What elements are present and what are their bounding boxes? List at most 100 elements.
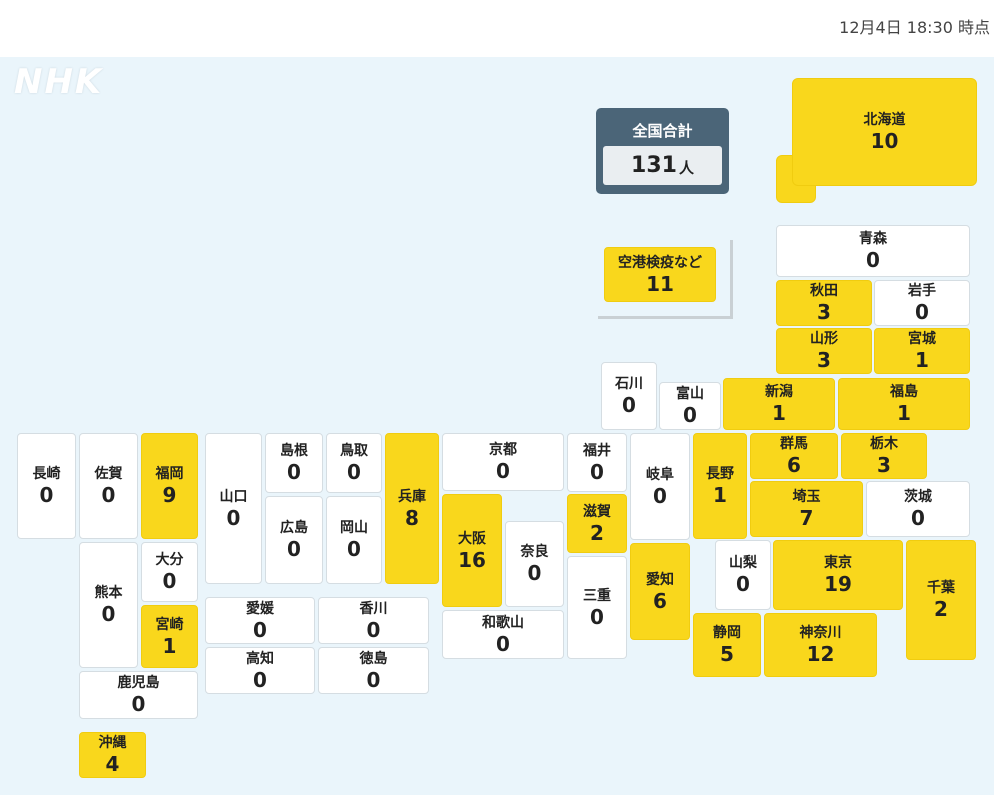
prefecture-name: 佐賀: [94, 466, 123, 482]
prefecture-ehime[interactable]: 愛媛 0: [205, 597, 315, 644]
prefecture-count: 3: [817, 300, 831, 324]
prefecture-yamagata[interactable]: 山形 3: [776, 328, 872, 374]
prefecture-gifu[interactable]: 岐阜 0: [630, 433, 690, 540]
airport-shadow: [598, 240, 733, 319]
prefecture-name: 滋賀: [583, 503, 611, 520]
prefecture-name: 茨城: [904, 489, 932, 505]
prefecture-count: 1: [772, 401, 786, 425]
prefecture-count: 1: [915, 348, 929, 372]
prefecture-name: 奈良: [520, 544, 549, 560]
prefecture-count: 1: [162, 633, 177, 658]
prefecture-name: 青森: [859, 231, 887, 247]
prefecture-name: 三重: [583, 587, 611, 604]
prefecture-tochigi[interactable]: 栃木 3: [841, 433, 927, 479]
prefecture-count: 0: [496, 631, 510, 656]
prefecture-name: 静岡: [713, 625, 741, 641]
prefecture-name: 千葉: [927, 580, 955, 596]
prefecture-name: 福島: [890, 384, 918, 400]
prefecture-okinawa[interactable]: 沖縄 4: [79, 732, 146, 778]
prefecture-gunma[interactable]: 群馬 6: [750, 433, 838, 479]
prefecture-count: 4: [105, 752, 120, 776]
prefecture-chiba[interactable]: 千葉 2: [906, 540, 976, 660]
prefecture-aomori[interactable]: 青森 0: [776, 225, 970, 277]
prefecture-count: 16: [458, 547, 486, 572]
prefecture-airport[interactable]: 空港検疫など 11: [604, 247, 716, 302]
prefecture-count: 0: [253, 617, 267, 642]
prefecture-kochi[interactable]: 高知 0: [205, 647, 315, 694]
prefecture-fukushima[interactable]: 福島 1: [838, 378, 970, 430]
prefecture-count: 0: [39, 483, 54, 507]
prefecture-name: 埼玉: [792, 489, 821, 505]
prefecture-fukui[interactable]: 福井 0: [567, 433, 627, 492]
prefecture-shimane[interactable]: 島根 0: [265, 433, 323, 493]
prefecture-nagasaki[interactable]: 長崎 0: [17, 433, 76, 539]
prefecture-ishikawa[interactable]: 石川 0: [601, 362, 657, 430]
nhk-logo: NHK: [14, 62, 104, 102]
prefecture-mie[interactable]: 三重 0: [567, 556, 627, 659]
prefecture-kyoto[interactable]: 京都 0: [442, 433, 564, 491]
prefecture-name: 広島: [280, 520, 308, 536]
prefecture-niigata[interactable]: 新潟 1: [723, 378, 835, 430]
prefecture-hiroshima[interactable]: 広島 0: [265, 496, 323, 584]
prefecture-name: 鳥取: [340, 443, 368, 459]
prefecture-name: 群馬: [780, 436, 808, 452]
prefecture-count: 0: [226, 505, 241, 530]
prefecture-name: 石川: [615, 376, 643, 392]
prefecture-miyazaki[interactable]: 宮崎 1: [141, 605, 198, 668]
timestamp: 12月4日 18:30 時点: [839, 18, 990, 37]
prefecture-name: 大分: [155, 552, 184, 568]
prefecture-toyama[interactable]: 富山 0: [659, 382, 721, 430]
prefecture-hyogo[interactable]: 兵庫 8: [385, 433, 439, 584]
prefecture-shizuoka[interactable]: 静岡 5: [693, 613, 761, 677]
prefecture-name: 栃木: [870, 436, 898, 452]
prefecture-kanagawa[interactable]: 神奈川 12: [764, 613, 877, 677]
prefecture-miyagi[interactable]: 宮城 1: [874, 328, 970, 374]
prefecture-wakayama[interactable]: 和歌山 0: [442, 610, 564, 659]
prefecture-name: 愛知: [646, 571, 674, 588]
prefecture-count: 0: [287, 460, 301, 484]
prefecture-kumamoto[interactable]: 熊本 0: [79, 542, 138, 668]
prefecture-name: 徳島: [359, 650, 388, 667]
prefecture-yamanashi[interactable]: 山梨 0: [715, 540, 771, 610]
prefecture-count: 1: [713, 483, 727, 507]
prefecture-count: 8: [405, 505, 419, 530]
prefecture-count: 6: [653, 588, 667, 613]
prefecture-osaka[interactable]: 大阪 16: [442, 494, 502, 607]
prefecture-shiga[interactable]: 滋賀 2: [567, 494, 627, 553]
prefecture-name: 山形: [810, 331, 838, 347]
prefecture-aichi[interactable]: 愛知 6: [630, 543, 690, 640]
prefecture-hokkaido[interactable]: 北海道 10: [792, 78, 977, 186]
prefecture-nagano[interactable]: 長野 1: [693, 433, 747, 539]
national-total-value: 131: [631, 153, 677, 178]
prefecture-count: 0: [736, 572, 750, 596]
prefecture-count: 10: [870, 129, 899, 153]
prefecture-name: 京都: [489, 442, 517, 458]
prefecture-fukuoka[interactable]: 福岡 9: [141, 433, 198, 539]
prefecture-saitama[interactable]: 埼玉 7: [750, 481, 863, 537]
prefecture-name: 沖縄: [98, 735, 127, 751]
national-total-box: 131 人: [603, 146, 722, 185]
prefecture-oita[interactable]: 大分 0: [141, 542, 198, 602]
prefecture-kagoshima[interactable]: 鹿児島 0: [79, 671, 198, 719]
prefecture-iwate[interactable]: 岩手 0: [874, 280, 970, 326]
prefecture-count: 19: [824, 572, 852, 596]
prefecture-count: 0: [347, 460, 361, 484]
prefecture-tokyo[interactable]: 東京 19: [773, 540, 903, 610]
prefecture-saga[interactable]: 佐賀 0: [79, 433, 138, 539]
prefecture-name: 新潟: [765, 384, 793, 400]
prefecture-ibaraki[interactable]: 茨城 0: [866, 481, 970, 537]
prefecture-tokushima[interactable]: 徳島 0: [318, 647, 429, 694]
prefecture-count: 3: [817, 348, 831, 372]
prefecture-name: 秋田: [810, 283, 838, 299]
prefecture-nara[interactable]: 奈良 0: [505, 521, 564, 607]
prefecture-okayama[interactable]: 岡山 0: [326, 496, 382, 584]
prefecture-tottori[interactable]: 鳥取 0: [326, 433, 382, 493]
prefecture-count: 0: [653, 483, 667, 508]
prefecture-kagawa[interactable]: 香川 0: [318, 597, 429, 644]
prefecture-count: 7: [799, 506, 814, 530]
prefecture-count: 2: [590, 520, 604, 545]
prefecture-akita[interactable]: 秋田 3: [776, 280, 872, 326]
prefecture-yamaguchi[interactable]: 山口 0: [205, 433, 262, 584]
prefecture-count: 0: [287, 537, 301, 561]
prefecture-name: 東京: [824, 555, 852, 571]
